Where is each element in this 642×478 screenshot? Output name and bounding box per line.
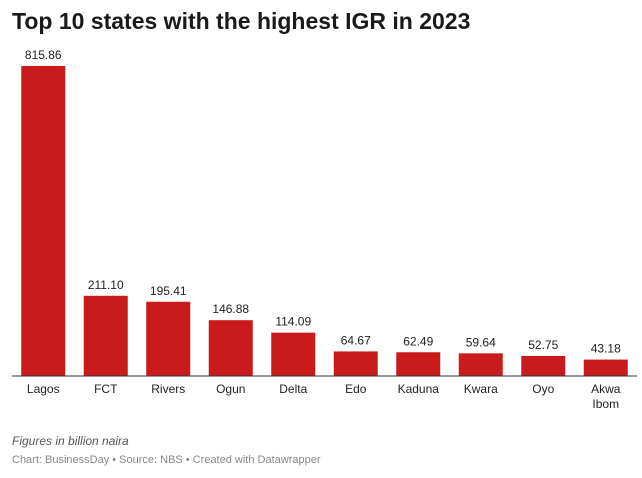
- chart-note: Figures in billion naira: [12, 434, 129, 448]
- category-label: FCT: [94, 382, 118, 396]
- value-label: 195.41: [150, 284, 187, 298]
- chart-title: Top 10 states with the highest IGR in 20…: [12, 8, 471, 34]
- value-label: 52.75: [528, 338, 558, 352]
- value-label: 43.18: [591, 342, 621, 356]
- category-label: Kwara: [464, 382, 498, 396]
- value-label: 146.88: [212, 302, 249, 316]
- bar-kaduna: [396, 352, 441, 376]
- bar-akwa-ibom: [583, 359, 628, 376]
- bar-oyo: [521, 355, 566, 376]
- value-label: 62.49: [403, 334, 433, 348]
- value-label: 64.67: [341, 333, 371, 347]
- category-label: Akwa Ibom: [591, 382, 621, 411]
- bar-delta: [271, 332, 316, 376]
- chart-credit: Chart: BusinessDay • Source: NBS • Creat…: [12, 454, 321, 466]
- category-label: Oyo: [532, 382, 554, 396]
- bar-lagos: [21, 66, 66, 376]
- value-label: 114.09: [275, 315, 311, 329]
- category-label: Lagos: [27, 382, 60, 396]
- bar-fct: [83, 295, 128, 376]
- value-label: 211.10: [88, 278, 124, 292]
- bar-rivers: [146, 301, 191, 376]
- bar-ogun: [208, 320, 253, 376]
- category-label: Edo: [345, 382, 367, 396]
- category-label: Rivers: [151, 382, 185, 396]
- category-label: Kaduna: [398, 382, 440, 396]
- bar-kwara: [458, 353, 503, 376]
- value-label: 815.86: [25, 48, 62, 62]
- category-label: Delta: [279, 382, 307, 396]
- bar-edo: [333, 351, 378, 376]
- category-label: Ogun: [216, 382, 245, 396]
- value-label: 59.64: [466, 335, 496, 349]
